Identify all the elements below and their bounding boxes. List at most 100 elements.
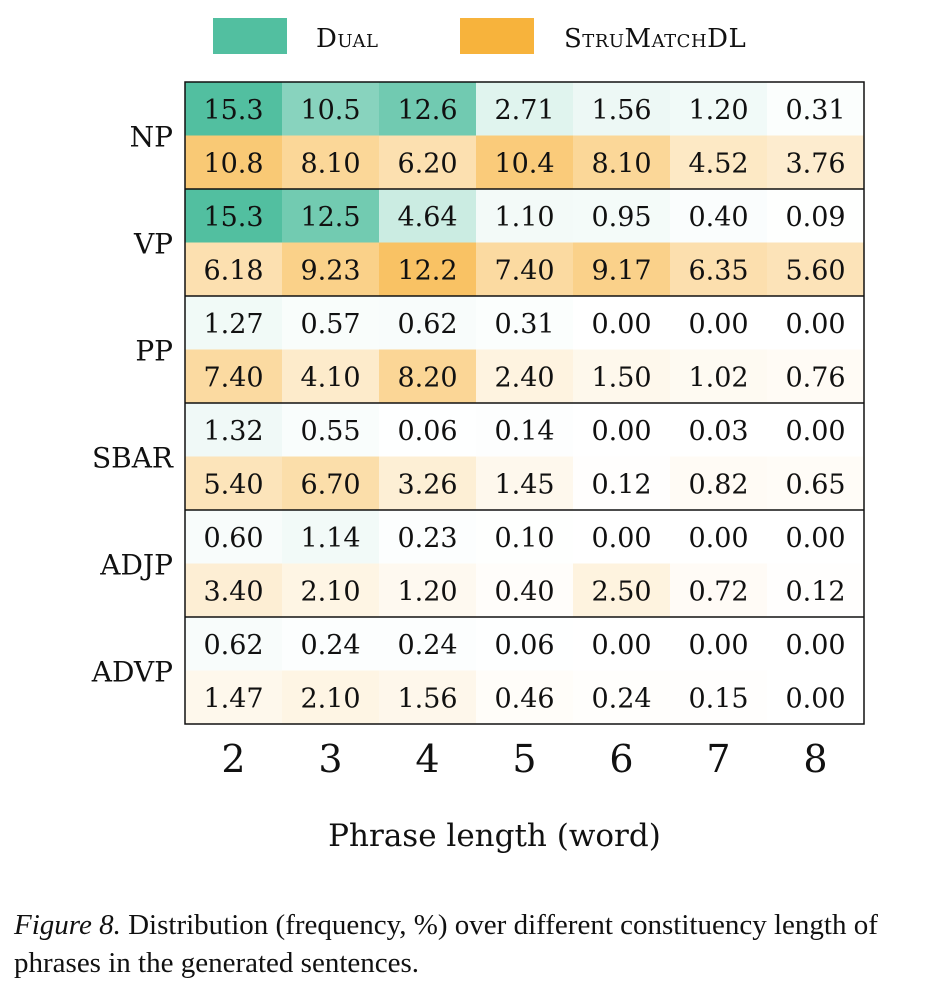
cell-pp-strumatchdl-8 bbox=[767, 349, 864, 403]
cell-np-dual-5 bbox=[476, 82, 573, 136]
cell-label-sbar-strumatchdl-6: 0.12 bbox=[591, 469, 651, 500]
cell-sbar-dual-2 bbox=[185, 403, 282, 457]
cell-label-vp-strumatchdl-4: 12.2 bbox=[397, 255, 457, 286]
cell-np-strumatchdl-5 bbox=[476, 135, 573, 189]
cell-pp-strumatchdl-3 bbox=[282, 349, 379, 403]
cell-adjp-dual-3 bbox=[282, 510, 379, 564]
cell-label-advp-strumatchdl-3: 2.10 bbox=[300, 683, 360, 714]
cell-pp-dual-7 bbox=[670, 296, 767, 350]
cell-label-vp-strumatchdl-2: 6.18 bbox=[203, 255, 263, 286]
cell-sbar-dual-3 bbox=[282, 403, 379, 457]
row-label-vp: VP bbox=[133, 228, 173, 261]
cell-adjp-dual-7 bbox=[670, 510, 767, 564]
cell-label-advp-strumatchdl-6: 0.24 bbox=[591, 683, 651, 714]
cell-label-adjp-strumatchdl-5: 0.40 bbox=[494, 576, 554, 607]
cell-vp-strumatchdl-5 bbox=[476, 242, 573, 296]
cell-adjp-strumatchdl-2 bbox=[185, 563, 282, 617]
cell-pp-dual-2 bbox=[185, 296, 282, 350]
legend-label-dual: Dual bbox=[316, 24, 379, 54]
cell-label-advp-strumatchdl-2: 1.47 bbox=[203, 683, 263, 714]
cell-vp-dual-2 bbox=[185, 189, 282, 243]
cell-pp-strumatchdl-7 bbox=[670, 349, 767, 403]
row-label-advp: ADVP bbox=[91, 656, 173, 689]
cell-label-pp-dual-6: 0.00 bbox=[591, 309, 651, 340]
cell-label-vp-strumatchdl-6: 9.17 bbox=[591, 255, 651, 286]
cell-np-dual-7 bbox=[670, 82, 767, 136]
cell-pp-strumatchdl-5 bbox=[476, 349, 573, 403]
cell-label-np-strumatchdl-7: 4.52 bbox=[688, 148, 748, 179]
cell-advp-strumatchdl-7 bbox=[670, 670, 767, 724]
cell-label-advp-strumatchdl-5: 0.46 bbox=[494, 683, 554, 714]
cell-adjp-strumatchdl-6 bbox=[573, 563, 670, 617]
heatmap-chart: 15.3 10.5 12.6 2.71 1.56 1.20 0.31 10.8 8.10 6.20… bbox=[91, 18, 865, 854]
cell-adjp-strumatchdl-4 bbox=[379, 563, 476, 617]
cell-vp-dual-6 bbox=[573, 189, 670, 243]
cell-label-sbar-dual-5: 0.14 bbox=[494, 416, 554, 447]
cell-sbar-strumatchdl-2 bbox=[185, 456, 282, 510]
cell-label-sbar-dual-6: 0.00 bbox=[591, 416, 651, 447]
cell-label-sbar-dual-4: 0.06 bbox=[397, 416, 457, 447]
cell-adjp-strumatchdl-8 bbox=[767, 563, 864, 617]
cell-label-np-dual-4: 12.6 bbox=[397, 95, 457, 126]
cell-label-adjp-strumatchdl-2: 3.40 bbox=[203, 576, 263, 607]
cell-np-dual-4 bbox=[379, 82, 476, 136]
cell-pp-strumatchdl-4 bbox=[379, 349, 476, 403]
cell-label-advp-dual-5: 0.06 bbox=[494, 630, 554, 661]
caption-text: Distribution (frequency, %) over differe… bbox=[14, 909, 878, 979]
cell-label-np-strumatchdl-2: 10.8 bbox=[203, 148, 263, 179]
cell-label-pp-dual-7: 0.00 bbox=[688, 309, 748, 340]
cell-advp-dual-6 bbox=[573, 617, 670, 671]
cell-vp-dual-5 bbox=[476, 189, 573, 243]
cell-label-np-strumatchdl-8: 3.76 bbox=[785, 148, 845, 179]
cell-label-pp-strumatchdl-3: 4.10 bbox=[300, 362, 360, 393]
cell-sbar-dual-6 bbox=[573, 403, 670, 457]
legend-label-strumatchdl: StruMatchDL bbox=[564, 24, 747, 54]
cell-label-vp-dual-2: 15.3 bbox=[203, 202, 263, 233]
cell-label-adjp-strumatchdl-6: 2.50 bbox=[591, 576, 651, 607]
row-label-adjp: ADJP bbox=[99, 549, 173, 582]
cell-label-sbar-strumatchdl-7: 0.82 bbox=[688, 469, 748, 500]
cell-label-pp-dual-5: 0.31 bbox=[494, 309, 554, 340]
column-label-7: 7 bbox=[706, 737, 730, 781]
row-label-np: NP bbox=[130, 121, 173, 154]
cell-label-vp-strumatchdl-3: 9.23 bbox=[300, 255, 360, 286]
column-label-2: 2 bbox=[221, 737, 245, 781]
cell-sbar-strumatchdl-6 bbox=[573, 456, 670, 510]
cell-label-advp-strumatchdl-8: 0.00 bbox=[785, 683, 845, 714]
cell-label-advp-strumatchdl-4: 1.56 bbox=[397, 683, 457, 714]
cell-label-vp-strumatchdl-7: 6.35 bbox=[688, 255, 748, 286]
cell-label-sbar-strumatchdl-5: 1.45 bbox=[494, 469, 554, 500]
cell-label-np-strumatchdl-6: 8.10 bbox=[591, 148, 651, 179]
cell-label-vp-dual-8: 0.09 bbox=[785, 202, 845, 233]
cell-vp-strumatchdl-2 bbox=[185, 242, 282, 296]
caption-label: Figure 8. bbox=[14, 909, 121, 941]
cell-np-strumatchdl-8 bbox=[767, 135, 864, 189]
cell-advp-dual-8 bbox=[767, 617, 864, 671]
cell-pp-dual-4 bbox=[379, 296, 476, 350]
cell-np-strumatchdl-6 bbox=[573, 135, 670, 189]
cell-adjp-strumatchdl-3 bbox=[282, 563, 379, 617]
cell-label-adjp-dual-4: 0.23 bbox=[397, 523, 457, 554]
cell-label-advp-dual-6: 0.00 bbox=[591, 630, 651, 661]
cell-vp-dual-4 bbox=[379, 189, 476, 243]
cell-label-vp-strumatchdl-8: 5.60 bbox=[785, 255, 845, 286]
cell-advp-strumatchdl-6 bbox=[573, 670, 670, 724]
cell-label-pp-dual-2: 1.27 bbox=[203, 309, 263, 340]
cell-label-advp-dual-3: 0.24 bbox=[300, 630, 360, 661]
cell-advp-dual-3 bbox=[282, 617, 379, 671]
cell-label-np-strumatchdl-3: 8.10 bbox=[300, 148, 360, 179]
cell-label-sbar-strumatchdl-3: 6.70 bbox=[300, 469, 360, 500]
cell-adjp-strumatchdl-7 bbox=[670, 563, 767, 617]
legend-swatch-dual bbox=[213, 18, 287, 54]
cell-label-pp-strumatchdl-6: 1.50 bbox=[591, 362, 651, 393]
cell-label-np-strumatchdl-4: 6.20 bbox=[397, 148, 457, 179]
cell-sbar-dual-5 bbox=[476, 403, 573, 457]
cell-adjp-strumatchdl-5 bbox=[476, 563, 573, 617]
cell-label-adjp-strumatchdl-4: 1.20 bbox=[397, 576, 457, 607]
cell-sbar-strumatchdl-5 bbox=[476, 456, 573, 510]
cell-label-sbar-dual-2: 1.32 bbox=[203, 416, 263, 447]
column-label-3: 3 bbox=[318, 737, 342, 781]
cell-label-adjp-strumatchdl-7: 0.72 bbox=[688, 576, 748, 607]
cell-advp-strumatchdl-2 bbox=[185, 670, 282, 724]
cell-sbar-dual-4 bbox=[379, 403, 476, 457]
